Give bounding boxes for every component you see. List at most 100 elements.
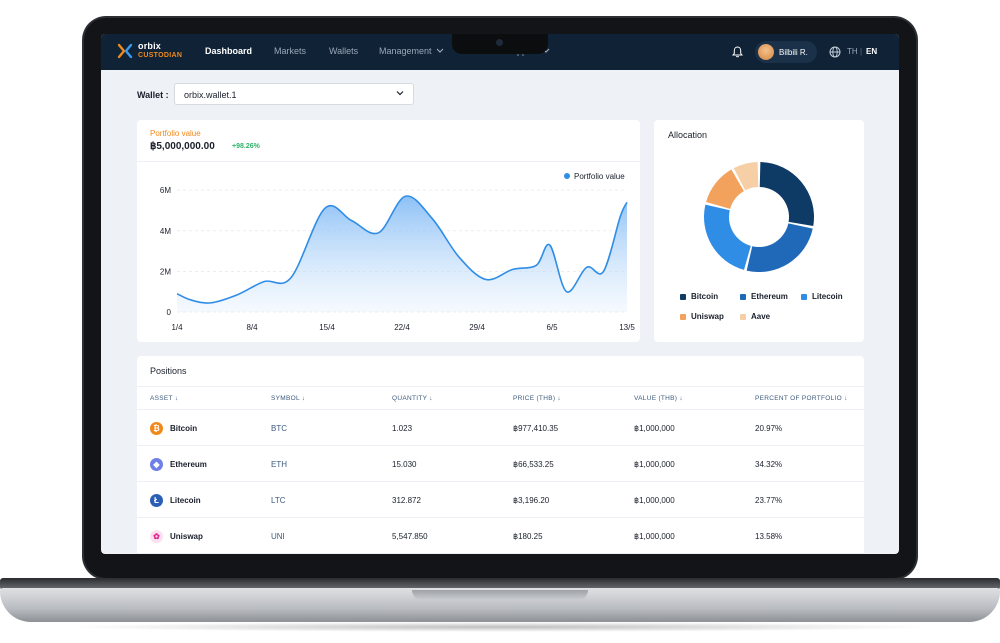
nav-dashboard[interactable]: Dashboard [205,46,253,56]
col-value[interactable]: VALUE (THB) ↓ [634,395,683,402]
uniswap-icon: ✿ [150,530,163,543]
user-menu[interactable]: Bilbili R. [755,41,817,63]
x-tick-label: 8/4 [246,323,258,332]
x-tick-label: 29/4 [469,323,485,332]
nav-management[interactable]: Management [379,46,444,56]
legend-label: Portfolio value [574,172,625,181]
col-quantity[interactable]: QUANTITY ↓ [392,395,433,402]
lang-en[interactable]: EN [866,47,878,56]
asset-quantity: 5,547.850 [392,532,428,541]
asset-name: Uniswap [170,532,203,541]
portfolio-chart: 0 2M 4M 6M 1/4 8/4 15/4 22/4 29/4 6/5 13/5 Portfoli… [160,172,635,332]
logo-bottom-text: CUSTODIAN [138,52,183,59]
logo-mark-icon [117,43,133,59]
slice-ethereum [746,223,813,272]
asset-name: Ethereum [170,460,207,469]
portfolio-value-title: Portfolio value [150,129,201,138]
asset-value: ฿1,000,000 [634,496,675,505]
bell-icon[interactable] [732,46,743,58]
asset-price: ฿180.25 [513,532,543,541]
y-tick-label: 4M [160,227,171,236]
col-value-label: VALUE (THB) [634,395,678,402]
legend-aave: Aave [740,312,770,321]
asset-quantity: 15.030 [392,460,417,469]
asset-percent: 20.97% [755,424,783,433]
laptop-base-groove [412,590,588,600]
y-tick-label: 6M [160,186,171,195]
user-name: Bilbili R. [779,47,808,57]
nav-management-label: Management [379,46,432,56]
col-price[interactable]: PRICE (THB) ↓ [513,395,561,402]
asset-symbol: UNI [271,532,285,541]
camera-icon [496,39,503,46]
allocation-donut [704,162,814,272]
app-screen: orbix CUSTODIAN Dashboard Markets Wallet… [101,34,899,554]
nav-markets[interactable]: Markets [274,46,307,56]
series-line [176,195,628,304]
legend-bitcoin: Bitcoin [680,292,718,301]
litecoin-icon: Ł [150,494,163,507]
wallet-selected-value: orbix.wallet.1 [184,90,237,100]
sort-arrow-icon: ↓ [301,395,306,402]
nav-wallets[interactable]: Wallets [329,46,359,56]
sort-arrow-icon: ↓ [679,395,683,402]
x-tick-label: 1/4 [171,323,183,332]
logo[interactable]: orbix CUSTODIAN [117,42,182,60]
x-tick-label: 6/5 [546,323,558,332]
asset-price: ฿977,410.35 [513,424,559,433]
ethereum-icon: ◆ [150,458,163,471]
wallet-select[interactable]: orbix.wallet.1 [174,83,414,105]
legend-aave-label: Aave [751,312,771,321]
table-row[interactable]: ₿ Bitcoin BTC 1.023 ฿977,410.35 ฿1,000,000 20.… [137,411,864,446]
asset-value: ฿1,000,000 [634,460,675,469]
col-symbol-label: SYMBOL [271,395,300,402]
allocation-title: Allocation [668,130,708,140]
logo-top-text: orbix [138,41,162,51]
asset-name: Bitcoin [170,424,198,433]
table-row[interactable]: Ł Litecoin LTC 312.872 ฿3,196.20 ฿1,000,000 23… [137,483,864,518]
col-asset[interactable]: ASSET ↓ [150,395,178,402]
asset-quantity: 1.023 [392,424,413,433]
portfolio-divider [137,161,640,162]
positions-card: Positions ASSET ↓ SYMBOL ↓ QUANTITY ↓ PR… [137,356,864,554]
series-area [177,195,627,312]
asset-symbol: BTC [271,424,287,433]
col-symbol[interactable]: SYMBOL ↓ [271,395,305,402]
asset-percent: 23.77% [755,496,783,505]
legend-litecoin-swatch [801,293,807,300]
slice-litecoin [704,204,751,270]
asset-name: Litecoin [170,496,201,505]
asset-value: ฿1,000,000 [634,424,675,433]
table-row[interactable]: ◆ Ethereum ETH 15.030 ฿66,533.25 ฿1,000,000 34… [137,447,864,482]
allocation-card: Allocation Bitcoin Ethereum Litecoin Uni… [654,120,864,342]
slice-bitcoin [759,162,814,226]
legend-aave-swatch [740,313,746,320]
table-row[interactable]: ✿ Uniswap UNI 5,547.850 ฿180.25 ฿1,000,000 13.… [137,519,864,554]
lang-separator: | [860,47,863,56]
asset-value: ฿1,000,000 [634,532,675,541]
asset-percent: 13.58% [755,532,783,541]
y-tick-label: 2M [160,267,171,276]
portfolio-change: +98.26% [232,143,260,150]
x-tick-label: 13/5 [619,323,635,332]
y-tick-label: 0 [167,308,172,317]
laptop-hinge [0,578,1000,590]
lang-th[interactable]: TH [847,47,858,56]
sort-arrow-icon: ↓ [174,395,179,402]
asset-symbol: LTC [271,496,286,505]
sort-arrow-icon: ↓ [844,395,848,402]
globe-icon[interactable] [829,46,841,58]
legend-marker [564,173,570,179]
chevron-down-icon [396,91,404,96]
wallet-label: Wallet : [137,90,169,100]
sort-arrow-icon: ↓ [429,395,433,402]
legend-bitcoin-label: Bitcoin [691,292,719,301]
legend-ethereum-swatch [740,293,746,300]
col-percent[interactable]: PERCENT OF PORTFOLIO ↓ [755,395,848,402]
chevron-down-icon [436,48,444,53]
slice-aave [733,162,759,191]
asset-price: ฿66,533.25 [513,460,554,469]
legend-litecoin-label: Litecoin [812,292,843,301]
slice-uniswap [706,169,744,209]
